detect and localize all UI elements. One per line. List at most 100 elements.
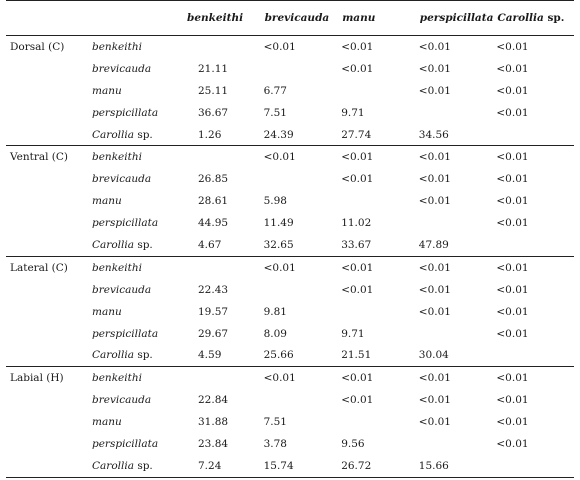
value-cell: 21.51 bbox=[341, 344, 419, 368]
value-cell: <0.01 bbox=[418, 305, 451, 318]
value-cell: 27.74 bbox=[341, 123, 419, 147]
table-row: Carollia sp. 4.59 25.66 21.51 30.04 bbox=[6, 344, 574, 368]
table-section: Dorsal (C) benkeithi <0.01 <0.01 <0.01 <0.01 b… bbox=[6, 36, 574, 147]
value-cell: 22.84 bbox=[198, 394, 229, 407]
row-species-name: benkeithi bbox=[92, 372, 142, 385]
section-label bbox=[6, 123, 92, 147]
value-cell: <0.01 bbox=[418, 40, 451, 53]
table-section: Lateral (C) benkeithi <0.01 <0.01 <0.01 <0.01… bbox=[6, 256, 574, 368]
value-cell: 7.51 bbox=[263, 106, 287, 119]
section-label bbox=[6, 301, 92, 323]
row-species: perspicillata bbox=[92, 102, 186, 124]
value-cell bbox=[186, 256, 264, 278]
header-row: benkeithi brevicauda manu perspicillata … bbox=[6, 0, 574, 36]
value-cell: 26.85 bbox=[198, 173, 229, 186]
row-species: manu bbox=[92, 80, 186, 102]
value-cell: 9.81 bbox=[263, 305, 287, 318]
row-species-name: manu bbox=[92, 305, 122, 318]
section-label bbox=[6, 168, 92, 190]
table-header: benkeithi brevicauda manu perspicillata … bbox=[6, 0, 574, 36]
value-cell bbox=[264, 168, 342, 190]
value-cell bbox=[419, 433, 497, 455]
row-species-name: benkeithi bbox=[92, 40, 142, 53]
value-cell bbox=[496, 344, 574, 368]
value-cell bbox=[419, 102, 497, 124]
value-cell: <0.01 bbox=[496, 261, 529, 274]
section-label: Labial (H) bbox=[10, 372, 64, 385]
value-cell: <0.01 bbox=[496, 394, 529, 407]
value-cell: 19.57 bbox=[198, 305, 229, 318]
value-cell: <0.01 bbox=[341, 261, 374, 274]
section-label bbox=[6, 454, 92, 478]
value-cell bbox=[341, 301, 419, 323]
value-cell: 32.65 bbox=[263, 234, 342, 257]
value-cell: <0.01 bbox=[341, 151, 374, 164]
row-species: perspicillata bbox=[92, 433, 186, 455]
value-cell: <0.01 bbox=[496, 106, 529, 119]
value-cell: 11.02 bbox=[341, 217, 372, 230]
value-cell: <0.01 bbox=[418, 62, 451, 75]
value-cell bbox=[496, 123, 574, 147]
value-cell: <0.01 bbox=[496, 62, 529, 75]
section-label bbox=[6, 279, 92, 301]
row-species-name: Carollia bbox=[92, 459, 134, 472]
row-species: brevicauda bbox=[92, 279, 186, 301]
value-cell: <0.01 bbox=[341, 283, 374, 296]
value-cell: 15.66 bbox=[418, 454, 497, 478]
row-species-name: perspicillata bbox=[92, 327, 159, 340]
row-species: perspicillata bbox=[92, 212, 186, 234]
value-cell: <0.01 bbox=[496, 416, 529, 429]
value-cell: <0.01 bbox=[418, 195, 451, 208]
value-cell: 31.88 bbox=[198, 416, 229, 429]
table-row: brevicauda 22.43 <0.01 <0.01 <0.01 bbox=[6, 279, 574, 301]
value-cell: 23.84 bbox=[198, 437, 229, 450]
section-label bbox=[6, 212, 92, 234]
row-species-name: manu bbox=[92, 416, 122, 429]
value-cell: 9.56 bbox=[341, 437, 365, 450]
table-section: Labial (H) benkeithi <0.01 <0.01 <0.01 <0.01 b… bbox=[6, 367, 574, 478]
value-cell: <0.01 bbox=[341, 173, 374, 186]
value-cell: <0.01 bbox=[496, 173, 529, 186]
row-species: Carollia sp. bbox=[92, 454, 186, 478]
table-row: brevicauda 21.11 <0.01 <0.01 <0.01 bbox=[6, 58, 574, 80]
row-species-name: perspicillata bbox=[92, 437, 159, 450]
value-cell: <0.01 bbox=[496, 305, 529, 318]
section-label: Dorsal (C) bbox=[10, 40, 65, 53]
table-row: brevicauda 26.85 <0.01 <0.01 <0.01 bbox=[6, 168, 574, 190]
table-section: Ventral (C) benkeithi <0.01 <0.01 <0.01 <0.01… bbox=[6, 146, 574, 257]
row-species: benkeithi bbox=[92, 146, 186, 168]
value-cell: 30.04 bbox=[418, 344, 497, 368]
value-cell: <0.01 bbox=[341, 394, 374, 407]
row-species: manu bbox=[92, 190, 186, 212]
value-cell: 4.59 bbox=[186, 344, 264, 368]
value-cell: 7.24 bbox=[186, 454, 264, 478]
value-cell: <0.01 bbox=[496, 151, 529, 164]
table-row: Ventral (C) benkeithi <0.01 <0.01 <0.01 <0.01 bbox=[6, 146, 574, 168]
value-cell: 33.67 bbox=[341, 234, 419, 257]
value-cell: <0.01 bbox=[418, 84, 451, 97]
value-cell: <0.01 bbox=[418, 173, 451, 186]
value-cell: 9.71 bbox=[341, 106, 365, 119]
row-species: manu bbox=[92, 411, 186, 433]
table-row: Carollia sp. 7.24 15.74 26.72 15.66 bbox=[6, 454, 574, 478]
value-cell bbox=[186, 146, 264, 168]
value-cell bbox=[419, 212, 497, 234]
row-species-name: Carollia bbox=[92, 349, 134, 362]
row-species: brevicauda bbox=[92, 58, 186, 80]
value-cell: <0.01 bbox=[418, 372, 451, 385]
header-carollia: Carollia sp. bbox=[496, 0, 574, 36]
row-species-name: benkeithi bbox=[92, 261, 142, 274]
table-row: perspicillata 23.84 3.78 9.56 <0.01 bbox=[6, 433, 574, 455]
value-cell bbox=[341, 411, 419, 433]
value-cell: 7.51 bbox=[263, 416, 287, 429]
value-cell: 28.61 bbox=[198, 195, 229, 208]
row-species-suffix: sp. bbox=[133, 459, 153, 472]
row-species-suffix: sp. bbox=[133, 238, 153, 251]
value-cell: 3.78 bbox=[263, 437, 287, 450]
row-species: Carollia sp. bbox=[92, 123, 186, 147]
value-cell: 8.09 bbox=[263, 327, 287, 340]
row-species-name: Carollia bbox=[92, 128, 134, 141]
row-species-name: perspicillata bbox=[92, 217, 159, 230]
section-label bbox=[6, 411, 92, 433]
section-label bbox=[6, 344, 92, 368]
